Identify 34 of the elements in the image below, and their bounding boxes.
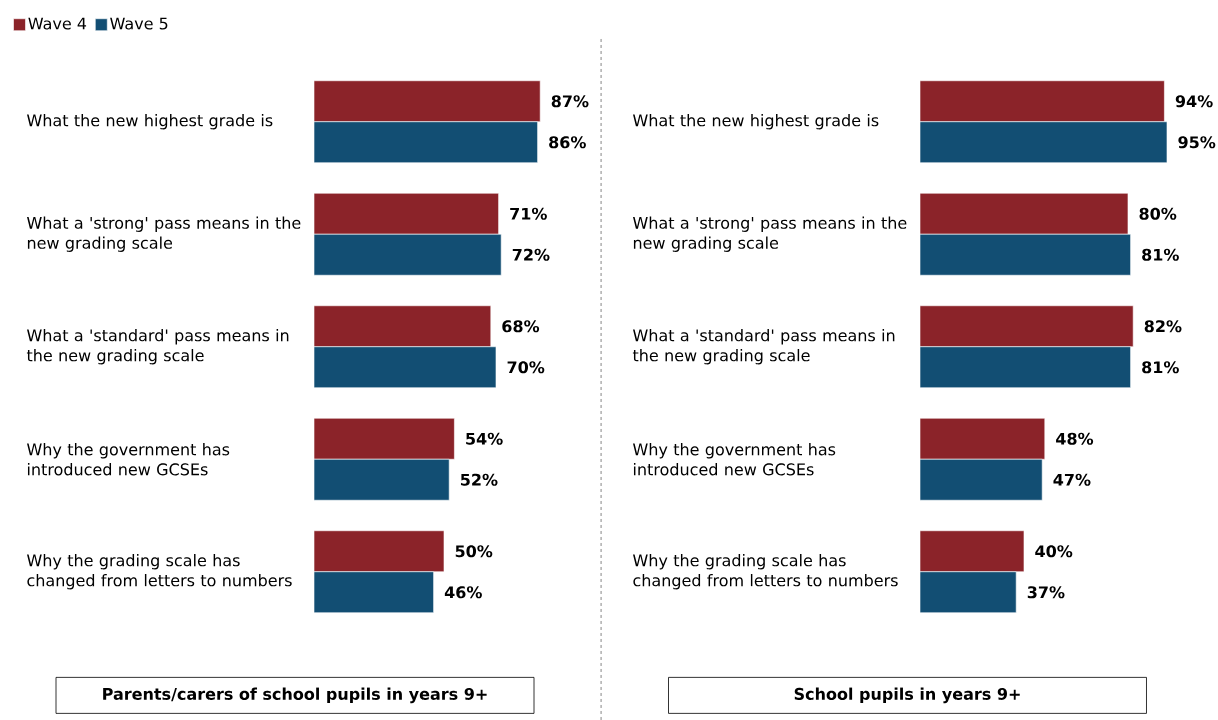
data-label: 54% [466, 432, 503, 445]
data-label: 72% [512, 248, 550, 261]
data-label: 47% [1053, 473, 1091, 486]
data-label: 95% [1178, 136, 1216, 149]
data-label: 71% [510, 207, 547, 220]
y-tick-label: What a 'strong' pass means in the new grading scale [633, 216, 907, 252]
data-label: 37% [1027, 586, 1065, 599]
text: Parents/carers of school pupils in years 9+ [103, 687, 487, 704]
data-label: 94% [1175, 95, 1213, 108]
data-label: 80% [1139, 207, 1177, 220]
y-tick-label: Why the government has introduced new GCSEs [27, 443, 230, 476]
y-tick-label: Why the grading scale has changed from letters to numbers [27, 554, 292, 590]
y-tick-label: What a 'standard' pass means in the new grading scale [26, 329, 289, 365]
y-tick-label: What the new highest grade is [633, 114, 879, 130]
data-label: 86% [549, 136, 586, 149]
data-label: 82% [1144, 320, 1182, 333]
data-label: 46% [444, 586, 482, 599]
y-tick-label: What the new highest grade is [27, 114, 273, 130]
data-label: 87% [551, 95, 589, 108]
data-label: 48% [1056, 432, 1094, 445]
y-tick-label: Why the grading scale has changed from letters to numbers [633, 554, 898, 590]
legend-label: Wave 4 [28, 17, 87, 30]
data-label: 52% [460, 473, 498, 486]
y-tick-label: Why the government has introduced new GCSEs [633, 443, 836, 476]
data-label: 50% [455, 545, 493, 558]
y-tick-label: What a 'standard' pass means in the new grading scale [632, 329, 895, 365]
data-label: 70% [507, 361, 545, 374]
data-label: 81% [1142, 248, 1179, 261]
text: School pupils in years 9+ [794, 687, 1020, 704]
data-label: 68% [502, 320, 540, 333]
y-tick-label: What a 'strong' pass means in the new grading scale [27, 216, 301, 252]
data-label: 81% [1142, 361, 1179, 374]
legend-label: Wave 5 [110, 17, 168, 30]
data-label: 40% [1035, 545, 1073, 558]
